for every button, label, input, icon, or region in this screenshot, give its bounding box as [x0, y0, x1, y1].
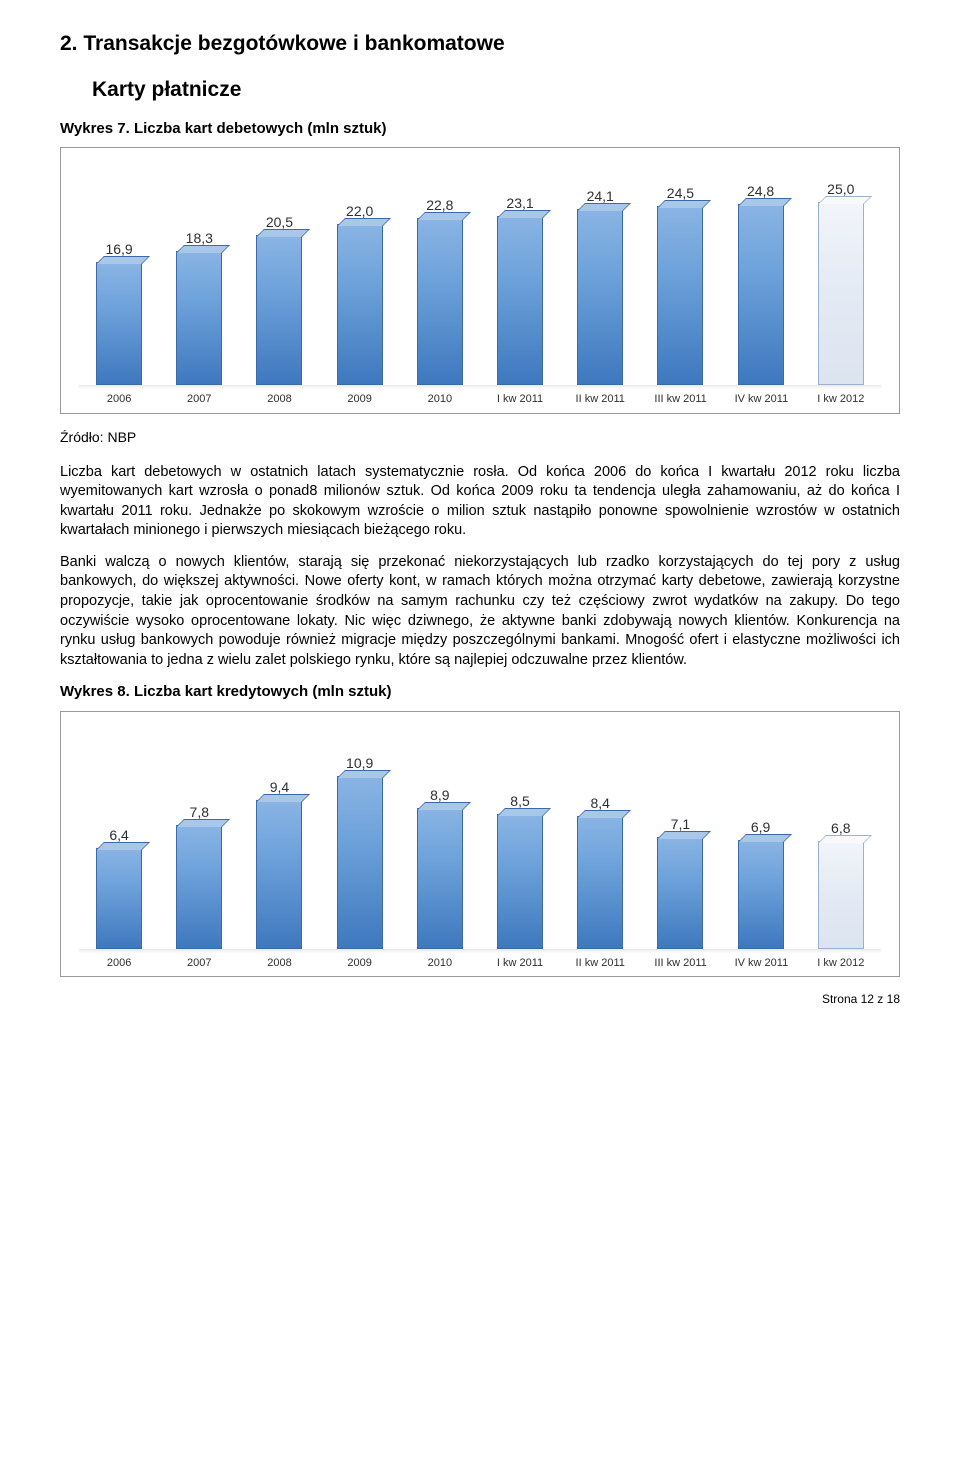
chart8-x-label: IV kw 2011 — [735, 956, 787, 971]
chart7-x-label: II kw 2011 — [574, 392, 626, 407]
chart7-bar-rect — [657, 206, 703, 385]
chart7-bar-rect — [738, 204, 784, 385]
chart8-bar-rect — [657, 837, 703, 949]
chart7-box: 16,9 18,3 20,5 22,0 22,8 23,1 24,1 24,5 24,8 25,0… — [60, 147, 900, 414]
chart8-x-labels: 2006 2007 2008 2009 2010 I kw 2011 II kw 2011 I… — [79, 956, 881, 971]
chart8-bar-rect — [96, 848, 142, 949]
chart8-bar-rect — [818, 841, 864, 949]
chart7-x-label: IV kw 2011 — [735, 392, 787, 407]
chart7-bar-col: 16,9 — [93, 240, 145, 385]
chart7-bar-rect — [417, 218, 463, 385]
chart8-x-label: 2008 — [253, 956, 305, 971]
chart7-bar-col: 24,5 — [654, 184, 706, 385]
page-footer: Strona 12 z 18 — [60, 991, 900, 1007]
chart7-title: Wykres 7. Liczba kart debetowych (mln sz… — [60, 119, 900, 139]
chart8-x-label: 2007 — [173, 956, 225, 971]
chart8-bar-rect — [256, 800, 302, 949]
section-heading: 2. Transakcje bezgotówkowe i bankomatowe — [60, 30, 900, 58]
chart8-bar-col: 7,8 — [173, 803, 225, 949]
chart7-bar-col: 23,1 — [494, 194, 546, 385]
chart7-x-labels: 2006 2007 2008 2009 2010 I kw 2011 II kw 2011 I… — [79, 392, 881, 407]
chart7-bar-rect — [337, 224, 383, 385]
chart7-bar-rect — [497, 216, 543, 385]
chart8-bar-col: 7,1 — [654, 815, 706, 949]
chart7-x-label: 2006 — [93, 392, 145, 407]
chart8-x-label: II kw 2011 — [574, 956, 626, 971]
source-label: Źródło: NBP — [60, 428, 900, 447]
chart8-x-label: 2006 — [93, 956, 145, 971]
chart8-bar-rect — [337, 776, 383, 949]
chart7-bar-rect — [818, 202, 864, 385]
paragraph-1: Liczba kart debetowych w ostatnich latac… — [60, 463, 900, 541]
chart7-bar-col: 20,5 — [253, 213, 305, 385]
chart8-title-text: Liczba kart kredytowych (mln sztuk) — [134, 683, 392, 700]
chart8-x-label: 2009 — [334, 956, 386, 971]
chart8-bar-col: 6,9 — [735, 818, 787, 949]
chart7-bar-col: 22,8 — [414, 196, 466, 385]
chart8-x-label: III kw 2011 — [654, 956, 706, 971]
chart8-box: 6,4 7,8 9,4 10,9 8,9 8,5 8,4 7,1 6,9 6,8 2006 2007… — [60, 711, 900, 978]
chart7-bar-rect — [577, 209, 623, 385]
chart8-bars-area: 6,4 7,8 9,4 10,9 8,9 8,5 8,4 7,1 6,9 6,8 — [79, 730, 881, 950]
chart8-bar-col: 8,4 — [574, 794, 626, 949]
chart8-bar-col: 6,8 — [815, 819, 867, 949]
chart7-bar-rect — [176, 251, 222, 385]
chart7-title-prefix: Wykres 7. — [60, 120, 130, 137]
chart7-bar-col: 24,8 — [735, 182, 787, 385]
chart7-bars-area: 16,9 18,3 20,5 22,0 22,8 23,1 24,1 24,5 24,8 25,0 — [79, 166, 881, 386]
chart8-title-prefix: Wykres 8. — [60, 683, 130, 700]
chart8-bar-col: 8,9 — [414, 786, 466, 949]
section-title-text: Transakcje bezgotówkowe i bankomatowe — [83, 32, 504, 55]
chart7-bar-col: 22,0 — [334, 202, 386, 385]
paragraph-2: Banki walczą o nowych klientów, starają … — [60, 553, 900, 670]
chart7-x-label: I kw 2011 — [494, 392, 546, 407]
chart8-x-label: I kw 2011 — [494, 956, 546, 971]
chart8-bar-rect — [497, 814, 543, 949]
chart7-bar-col: 25,0 — [815, 180, 867, 385]
chart8-title: Wykres 8. Liczba kart kredytowych (mln s… — [60, 682, 900, 702]
chart8-bar-rect — [176, 825, 222, 949]
chart7-bar-rect — [256, 235, 302, 385]
chart8-bar-col: 9,4 — [253, 778, 305, 949]
chart7-bar-rect — [96, 262, 142, 385]
chart7-title-text: Liczba kart debetowych (mln sztuk) — [134, 120, 387, 137]
section-number: 2. — [60, 32, 78, 55]
chart8-x-label: I kw 2012 — [815, 956, 867, 971]
chart7-x-label: 2008 — [253, 392, 305, 407]
chart7-x-label: I kw 2012 — [815, 392, 867, 407]
chart7-x-label: 2007 — [173, 392, 225, 407]
chart8-bar-rect — [577, 816, 623, 949]
chart7-x-label: 2009 — [334, 392, 386, 407]
chart8-bar-rect — [417, 808, 463, 949]
chart8-bar-col: 6,4 — [93, 826, 145, 949]
chart8-bar-col: 10,9 — [334, 754, 386, 949]
chart7-x-label: III kw 2011 — [654, 392, 706, 407]
chart8-bar-rect — [738, 840, 784, 949]
chart7-bar-col: 18,3 — [173, 229, 225, 385]
chart8-x-label: 2010 — [414, 956, 466, 971]
chart7-x-label: 2010 — [414, 392, 466, 407]
chart7-bar-col: 24,1 — [574, 187, 626, 385]
chart8-bar-col: 8,5 — [494, 792, 546, 949]
subsection-heading: Karty płatnicze — [92, 76, 900, 104]
